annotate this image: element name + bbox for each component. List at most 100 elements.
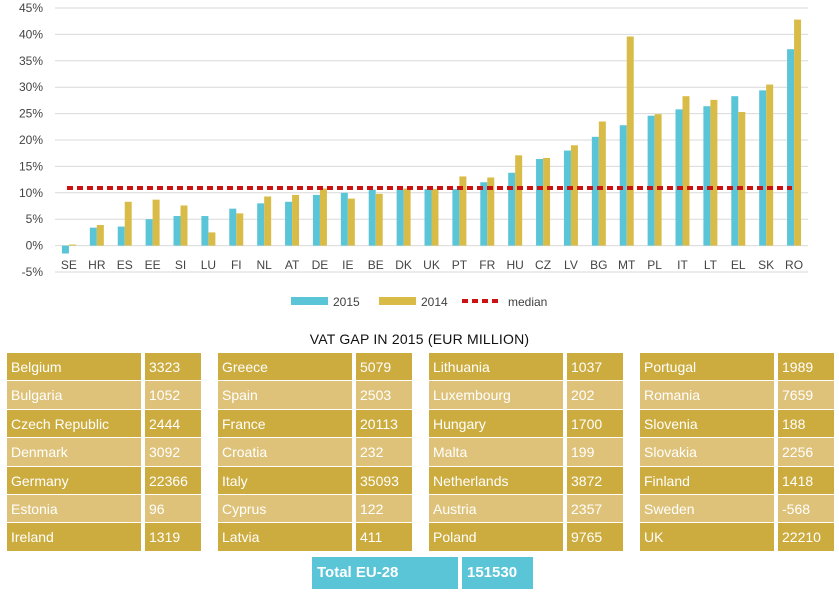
x-tick-label: EL — [731, 258, 746, 272]
bar-2014-es — [124, 201, 132, 246]
y-tick-label: 10% — [19, 186, 43, 200]
x-tick-label: HU — [506, 258, 523, 272]
x-axis-ticks: SE HR ES EE SI LU FI NL AT DE IE BE DK UK PT FR HU CZ LV BG… — [61, 258, 803, 272]
x-tick-label: IE — [342, 258, 353, 272]
country-name-cell: Netherlands — [429, 466, 563, 494]
y-axis-ticks: 45% 40% 35% 30% 25% 20% 15% 10% 5% 0% -5% — [19, 1, 43, 279]
y-tick-label: 30% — [19, 80, 43, 94]
vat-gap-value-cell: 22210 — [778, 523, 834, 551]
country-name-cell: Slovenia — [640, 409, 774, 438]
bar-2014-be — [375, 193, 383, 246]
vat-gap-value-cell: 199 — [567, 438, 623, 466]
country-name-cell: Poland — [429, 523, 563, 551]
country-name-cell: Spain — [218, 381, 352, 409]
x-tick-label: AT — [285, 258, 300, 272]
x-tick-label: RO — [785, 258, 803, 272]
x-tick-label: EE — [145, 258, 161, 272]
x-tick-label: FI — [231, 258, 242, 272]
y-tick-label: 0% — [26, 239, 44, 253]
vat-gap-value-cell: 20113 — [356, 409, 412, 438]
total-label: Total EU-28 — [312, 557, 458, 589]
bar-2015-pt — [452, 189, 460, 246]
bar-2015-nl — [257, 203, 265, 246]
bar-2014-fi — [236, 213, 244, 246]
country-name-cell: Hungary — [429, 409, 563, 438]
country-name-cell: Slovakia — [640, 438, 774, 466]
vat-gap-value-cell: 411 — [356, 523, 412, 551]
bar-2014-mt — [626, 36, 634, 246]
bar-2015-be — [368, 189, 376, 246]
x-tick-label: BG — [590, 258, 607, 272]
country-name-cell: Finland — [640, 466, 774, 494]
x-tick-label: PT — [452, 258, 468, 272]
bar-2015-fi — [229, 208, 237, 246]
bar-2015-uk — [424, 189, 432, 246]
total-value: 151530 — [462, 557, 533, 589]
country-name-cell: Italy — [218, 466, 352, 494]
x-tick-label: NL — [256, 258, 272, 272]
bar-2014-el — [738, 112, 746, 246]
vat-gap-value-cell: 9765 — [567, 523, 623, 551]
bar-2014-cz — [543, 157, 551, 246]
vat-gap-value-cell: 7659 — [778, 381, 834, 409]
legend: 2015 2014 median — [291, 295, 547, 309]
bar-2015-pl — [647, 115, 655, 246]
x-tick-label: HR — [88, 258, 106, 272]
x-tick-label: LU — [201, 258, 216, 272]
bar-2015-ro — [787, 49, 795, 246]
bar-2014-se — [68, 244, 76, 246]
y-tick-label: -5% — [22, 265, 44, 279]
bar-2014-it — [682, 96, 690, 246]
table-title: VAT GAP IN 2015 (EUR MILLION) — [309, 331, 530, 347]
vat-gap-value-cell: 2357 — [567, 495, 623, 523]
x-tick-label: SE — [61, 258, 77, 272]
x-tick-label: SI — [175, 258, 186, 272]
bar-2014-lt — [710, 99, 718, 246]
bar-2015-ee — [145, 219, 153, 246]
x-tick-label: IT — [677, 258, 688, 272]
country-name-cell: Denmark — [7, 438, 141, 466]
bar-2015-el — [731, 96, 739, 246]
legend-label: 2014 — [421, 295, 448, 309]
vat-gap-value-cell: 2256 — [778, 438, 834, 466]
vat-gap-value-cell: 35093 — [356, 466, 412, 494]
vat-gap-bar-chart: 45% 40% 35% 30% 25% 20% 15% 10% 5% 0% -5% SE HR ES EE… — [19, 1, 808, 309]
vat-gap-value-cell: 122 — [356, 495, 412, 523]
bar-2014-fr — [487, 177, 495, 246]
bar-2015-si — [173, 216, 181, 246]
x-tick-label: ES — [117, 258, 133, 272]
y-tick-label: 45% — [19, 1, 43, 15]
bar-2015-cz — [536, 159, 544, 246]
country-name-cell: Belgium — [7, 353, 141, 381]
bar-2015-hr — [89, 227, 97, 246]
bar-2014-ro — [794, 19, 802, 246]
bar-2014-lv — [570, 145, 578, 246]
x-tick-label: PL — [647, 258, 662, 272]
bar-2015-at — [285, 201, 293, 246]
bar-2014-pl — [654, 114, 662, 246]
vat-gap-value-cell: 1418 — [778, 466, 834, 494]
legend-label: 2015 — [333, 295, 360, 309]
country-name-cell: Germany — [7, 466, 141, 494]
bar-2015-dk — [396, 189, 404, 246]
country-name-cell: Latvia — [218, 523, 352, 551]
bar-2014-lu — [208, 232, 216, 246]
vat-gap-table: Belgium 3323 Bulgaria 1052 Czech Republic 244… — [7, 353, 834, 553]
y-tick-label: 40% — [19, 27, 43, 41]
country-name-cell: Luxembourg — [429, 381, 563, 409]
bar-2015-bg — [591, 136, 599, 246]
country-name-cell: Cyprus — [218, 495, 352, 523]
vat-gap-value-cell: 232 — [356, 438, 412, 466]
y-tick-label: 35% — [19, 54, 43, 68]
country-name-cell: Greece — [218, 353, 352, 381]
x-tick-label: CZ — [535, 258, 551, 272]
bar-2015-lt — [703, 106, 711, 246]
bars — [61, 19, 802, 254]
x-tick-label: LV — [564, 258, 578, 272]
bar-2015-ie — [340, 192, 348, 246]
bar-2014-si — [180, 205, 188, 246]
bar-2014-uk — [431, 189, 439, 246]
x-tick-label: SK — [758, 258, 774, 272]
vat-gap-value-cell: 1037 — [567, 353, 623, 381]
bar-2015-se — [61, 245, 69, 254]
